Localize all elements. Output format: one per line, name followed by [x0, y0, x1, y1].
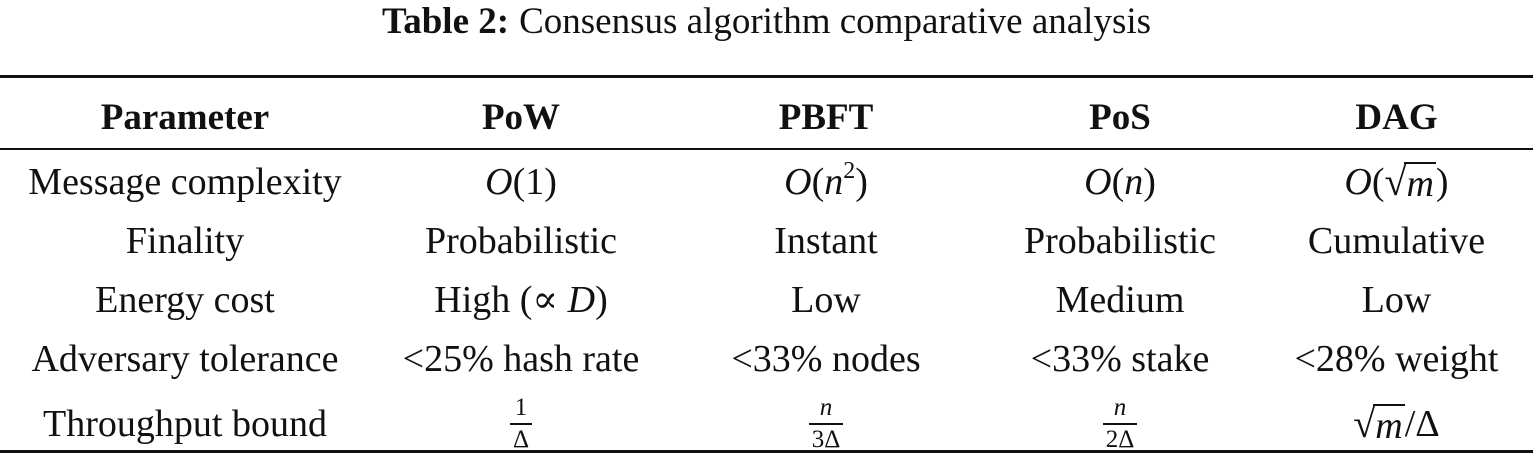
table-row: Finality Probabilistic Instant Probabili…: [0, 211, 1533, 270]
header-pbft: PBFT: [778, 96, 874, 138]
math-expression: O(√ m): [1344, 158, 1449, 205]
math-expression: O(1): [485, 160, 557, 203]
row-label-adversary-tolerance: Adversary tolerance: [31, 337, 339, 380]
fraction: n 3Δ: [808, 394, 844, 454]
row-label-message-complexity: Message complexity: [28, 160, 342, 203]
cell-dag-message-complexity: O(√ m): [1260, 152, 1533, 211]
table-row: Message complexity O(1) O(n2) O(n) O(√ m): [0, 152, 1533, 211]
caption-label: Table 2:: [381, 1, 510, 42]
fraction-bar: [808, 423, 844, 425]
math-expression: O(n2): [784, 157, 868, 203]
header-pos: PoS: [1089, 96, 1151, 138]
cell-dag-energy-cost: Low: [1361, 278, 1432, 321]
table-caption: Table 2: Consensus algorithm comparative …: [0, 0, 1533, 44]
cell-dag-throughput-bound: √ m/Δ: [1260, 388, 1533, 460]
cell-pbft-message-complexity: O(n2): [672, 152, 980, 211]
cell-pos-adversary-tolerance: <33% stake: [1030, 337, 1210, 380]
cell-pos-finality: Probabilistic: [1023, 219, 1217, 262]
cell-pos-message-complexity: O(n): [980, 152, 1260, 211]
header-pow: PoW: [481, 96, 561, 138]
row-label-energy-cost: Energy cost: [95, 278, 275, 321]
header-dag: DAG: [1355, 96, 1438, 138]
cell-pbft-adversary-tolerance: <33% nodes: [731, 337, 921, 380]
row-label-throughput-bound: Throughput bound: [43, 403, 327, 445]
cell-pos-energy-cost: Medium: [1055, 278, 1185, 321]
square-root: √ m: [1384, 158, 1436, 205]
fraction-bar: [509, 423, 533, 425]
table-row: Energy cost High (∝ D) Low Medium Low: [0, 270, 1533, 329]
header-parameter: Parameter: [100, 96, 270, 138]
cell-pow-adversary-tolerance: <25% hash rate: [402, 337, 640, 380]
cell-pbft-finality: Instant: [774, 219, 878, 262]
cell-dag-finality: Cumulative: [1307, 219, 1486, 262]
math-expression: √ m/Δ: [1353, 401, 1440, 447]
cell-dag-adversary-tolerance: <28% weight: [1294, 337, 1499, 380]
cell-pow-finality: Probabilistic: [424, 219, 618, 262]
square-root: √ m: [1353, 401, 1405, 447]
bottom-rule: [0, 450, 1533, 453]
cell-pbft-throughput-bound: n 3Δ: [672, 388, 980, 460]
row-label-finality: Finality: [125, 219, 245, 262]
cell-pow-message-complexity: O(1): [370, 152, 672, 211]
header-rule: [0, 148, 1533, 150]
proportional-symbol: ∝: [532, 279, 559, 321]
comparison-table: Parameter PoW PBFT PoS DAG Message compl…: [0, 78, 1533, 460]
fraction: n 2Δ: [1102, 394, 1138, 454]
cell-pow-energy-cost: High (∝ D): [434, 279, 608, 321]
cell-pos-throughput-bound: n 2Δ: [980, 388, 1260, 460]
cell-pbft-energy-cost: Low: [791, 278, 861, 321]
header-row: Parameter PoW PBFT PoS DAG: [0, 78, 1533, 152]
fraction-bar: [1102, 423, 1138, 425]
table-row: Adversary tolerance <25% hash rate <33% …: [0, 329, 1533, 388]
math-expression: O(n): [1084, 160, 1156, 203]
caption-text: Consensus algorithm comparative analysis: [519, 1, 1152, 42]
top-rule: [0, 75, 1533, 78]
